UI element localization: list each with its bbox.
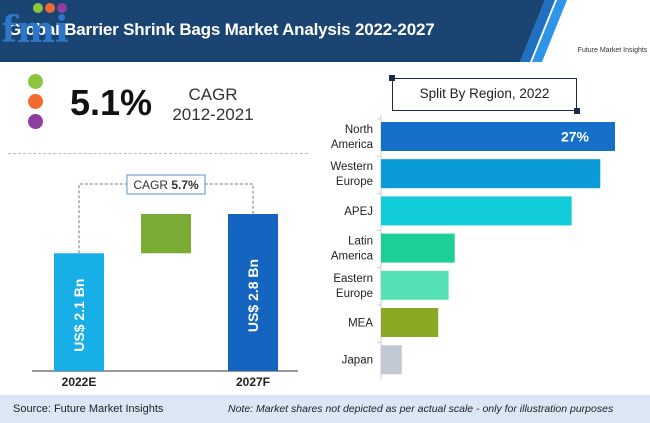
- header-banner: Global Barrier Shrink Bags Market Analys…: [0, 0, 650, 62]
- logo-subtitle: Future Market Insights: [577, 47, 648, 54]
- header-band: [0, 0, 567, 62]
- purple-dot-icon: [28, 114, 43, 129]
- cagr-label-line2: 2012-2021: [172, 105, 254, 124]
- region-bar: [381, 345, 402, 375]
- divider: [8, 153, 308, 154]
- region-bar: [381, 233, 455, 263]
- region-bar: [381, 308, 439, 337]
- region-bar: [381, 122, 615, 151]
- region-bar: [381, 270, 449, 300]
- bar-2027F: [228, 214, 278, 371]
- bar-2022E: [54, 253, 104, 371]
- page-title: Global Barrier Shrink Bags Market Analys…: [8, 20, 435, 39]
- region-label: Europe: [336, 176, 373, 188]
- fmi-logo-icon: fmi: [1, 3, 69, 51]
- region-label: North: [345, 124, 373, 136]
- market-value-chart: US$ 2.1 Bn 2022E US$ 2.8 Bn 2027F CAGR 5.7%: [0, 160, 310, 390]
- header-stripe-2: [532, 0, 567, 62]
- corner-marker: [574, 108, 580, 114]
- region-chart-svg: North America 27% Western Europe APEJ Latin Ame…: [330, 115, 615, 380]
- cagr-annotation: CAGR 5.7%: [133, 178, 199, 192]
- cagr-annotation-value: 5.7%: [171, 178, 199, 192]
- region-label: America: [331, 139, 374, 151]
- market-value-chart-svg: US$ 2.1 Bn 2022E US$ 2.8 Bn 2027F CAGR 5.7%: [32, 174, 298, 389]
- region-bar: [381, 159, 601, 189]
- source-text: Source: Future Market Insights: [13, 403, 164, 415]
- color-dots: [28, 74, 43, 134]
- region-label: MEA: [348, 318, 373, 330]
- green-dot-icon: [28, 74, 43, 89]
- note-text: Note: Market shares not depicted as per …: [228, 403, 614, 415]
- region-chart-title: Split By Region, 2022: [419, 86, 550, 101]
- orange-dot-icon: [28, 94, 43, 109]
- cagr-annotation-label: CAGR: [133, 178, 171, 192]
- region-label: APEJ: [344, 206, 373, 218]
- region-label: Western: [330, 161, 373, 173]
- cagr-value: 5.1%: [70, 82, 153, 123]
- region-label: Latin: [348, 236, 373, 248]
- header-stripe-1: [520, 0, 555, 62]
- region-chart-title-box: Split By Region, 2022: [389, 75, 580, 114]
- region-label: Europe: [336, 288, 373, 300]
- region-label: Japan: [342, 355, 373, 367]
- cagr-label: CAGR 2012-2021: [168, 85, 258, 125]
- x-tick-label: 2022E: [62, 375, 97, 389]
- footer: Source: Future Market Insights Note: Mar…: [0, 395, 650, 423]
- region-label: Eastern: [333, 273, 373, 285]
- header-band-main: [0, 0, 545, 62]
- region-bar: [381, 196, 572, 226]
- region-label: America: [331, 251, 374, 263]
- cagr-annotation-box: [126, 174, 206, 195]
- corner-marker: [389, 75, 395, 81]
- bar-value-label: US$ 2.8 Bn: [245, 259, 261, 332]
- x-tick-label: 2027F: [236, 375, 270, 389]
- increment-block: [141, 214, 191, 254]
- region-split-chart: Split By Region, 2022 North America 27% Wes…: [310, 65, 650, 390]
- bar-value-label: US$ 2.1 Bn: [71, 279, 87, 352]
- bar-data-label: 27%: [561, 129, 590, 145]
- svg-text:fmi: fmi: [1, 9, 68, 51]
- cagr-label-line1: CAGR: [188, 85, 238, 104]
